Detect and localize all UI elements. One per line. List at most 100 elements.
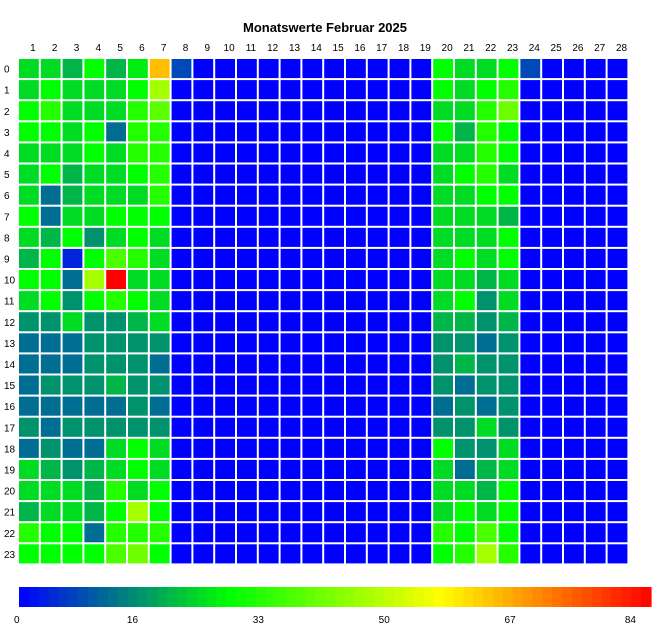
- heatmap-cell: [498, 80, 519, 100]
- heatmap-cell: [40, 375, 61, 395]
- colorbar-segment: [48, 587, 60, 607]
- heatmap-cell: [389, 375, 410, 395]
- colorbar-segment: [325, 587, 336, 607]
- heatmap-cell: [280, 502, 301, 522]
- x-tick-label: 26: [572, 43, 584, 54]
- heatmap-cell: [498, 248, 519, 268]
- heatmap-cell: [84, 248, 105, 268]
- heatmap-cell: [40, 502, 61, 522]
- heatmap-cell: [520, 185, 541, 205]
- heatmap-cell: [84, 270, 105, 290]
- heatmap-cell: [19, 59, 39, 79]
- heatmap-cell: [520, 438, 541, 458]
- heatmap-cell: [215, 523, 235, 543]
- heatmap-cell: [433, 143, 453, 163]
- heatmap-cell: [498, 312, 519, 332]
- heatmap-cell: [19, 122, 39, 142]
- heatmap-cell: [433, 80, 453, 100]
- colorbar-segment: [295, 587, 306, 607]
- heatmap-cell: [106, 270, 126, 290]
- heatmap-cell: [346, 122, 366, 142]
- heatmap-cell: [389, 481, 410, 501]
- heatmap-cell: [237, 185, 257, 205]
- heatmap-cell: [324, 122, 344, 142]
- heatmap-cell: [564, 417, 584, 437]
- colorbar-segment: [621, 587, 632, 607]
- heatmap-cell: [367, 312, 388, 332]
- y-tick-label: 23: [4, 550, 16, 561]
- heatmap-cell: [215, 354, 235, 374]
- y-tick-label: 18: [4, 444, 16, 455]
- heatmap-cell: [193, 227, 214, 247]
- heatmap-cell: [149, 375, 170, 395]
- heatmap-cell: [237, 333, 257, 353]
- x-tick-label: 23: [507, 43, 519, 54]
- x-tick-label: 1: [30, 43, 36, 54]
- heatmap-cell: [433, 101, 453, 121]
- heatmap-cell: [607, 354, 628, 374]
- heatmap-cell: [433, 312, 453, 332]
- heatmap-cell: [542, 312, 562, 332]
- y-tick-label: 20: [4, 487, 16, 498]
- y-tick-label: 15: [4, 381, 16, 392]
- heatmap-cell: [62, 312, 83, 332]
- heatmap-cell: [62, 185, 83, 205]
- heatmap-cell: [19, 438, 39, 458]
- heatmap-cell: [346, 544, 366, 564]
- heatmap-cell: [389, 185, 410, 205]
- heatmap-cell: [193, 417, 214, 437]
- heatmap-cell: [455, 312, 475, 332]
- heatmap-cell: [302, 375, 323, 395]
- heatmap-cell: [498, 227, 519, 247]
- x-tick-label: 18: [398, 43, 410, 54]
- heatmap-cell: [128, 544, 148, 564]
- heatmap-cell: [411, 396, 432, 416]
- heatmap-cell: [542, 164, 562, 184]
- heatmap-cell: [455, 417, 475, 437]
- y-tick-label: 0: [4, 65, 10, 76]
- heatmap-cell: [62, 227, 83, 247]
- heatmap-cell: [542, 270, 562, 290]
- heatmap-cell: [520, 270, 541, 290]
- colorbar-segment: [542, 587, 553, 607]
- heatmap-cell: [128, 459, 148, 479]
- heatmap-cell: [258, 227, 279, 247]
- heatmap-cell: [367, 59, 388, 79]
- colorbar-segment: [522, 587, 534, 607]
- heatmap-cell: [237, 59, 257, 79]
- heatmap-cell: [607, 459, 628, 479]
- heatmap-cell: [367, 206, 388, 226]
- heatmap-cell: [237, 270, 257, 290]
- heatmap-cell: [324, 354, 344, 374]
- heatmap-cell: [476, 333, 497, 353]
- heatmap-cell: [84, 375, 105, 395]
- heatmap-cell: [542, 438, 562, 458]
- heatmap-cell: [564, 375, 584, 395]
- heatmap-cell: [84, 354, 105, 374]
- heatmap-cell: [433, 396, 453, 416]
- x-tick-label: 24: [529, 43, 541, 54]
- heatmap-cell: [607, 438, 628, 458]
- heatmap-cell: [455, 227, 475, 247]
- heatmap-cell: [367, 248, 388, 268]
- heatmap-cell: [498, 417, 519, 437]
- heatmap-cell: [367, 122, 388, 142]
- colorbar-segment: [275, 587, 287, 607]
- heatmap-cell: [411, 481, 432, 501]
- heatmap-cell: [302, 270, 323, 290]
- heatmap-cell: [128, 354, 148, 374]
- heatmap-cell: [40, 312, 61, 332]
- heatmap-cell: [367, 523, 388, 543]
- heatmap-cell: [542, 459, 562, 479]
- heatmap-cell: [40, 354, 61, 374]
- y-tick-label: 3: [4, 128, 10, 139]
- heatmap-cell: [346, 80, 366, 100]
- y-tick-label: 10: [4, 276, 16, 287]
- heatmap-cell: [280, 438, 301, 458]
- heatmap-cell: [367, 101, 388, 121]
- heatmap-cell: [215, 227, 235, 247]
- heatmap-cell: [476, 291, 497, 311]
- heatmap-cell: [411, 459, 432, 479]
- colorbar-segment: [335, 587, 346, 607]
- heatmap-cell: [585, 438, 606, 458]
